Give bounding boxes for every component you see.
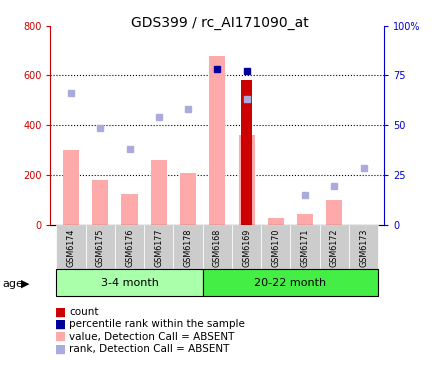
- Bar: [202, 225, 231, 269]
- Text: 3-4 month: 3-4 month: [100, 278, 158, 288]
- Bar: [231, 225, 261, 269]
- Bar: [261, 225, 290, 269]
- Text: ■: ■: [55, 305, 66, 318]
- Bar: [290, 225, 319, 269]
- Text: percentile rank within the sample: percentile rank within the sample: [69, 319, 244, 329]
- Bar: [297, 214, 312, 225]
- Bar: [241, 81, 251, 225]
- Bar: [56, 225, 85, 269]
- Text: rank, Detection Call = ABSENT: rank, Detection Call = ABSENT: [69, 344, 229, 354]
- Bar: [325, 200, 342, 225]
- Text: 20-22 month: 20-22 month: [254, 278, 326, 288]
- Text: GSM6171: GSM6171: [300, 229, 309, 267]
- Text: GDS399 / rc_AI171090_at: GDS399 / rc_AI171090_at: [131, 16, 307, 30]
- Bar: [202, 269, 378, 296]
- Text: GSM6178: GSM6178: [183, 229, 192, 267]
- Bar: [92, 180, 108, 225]
- Text: GSM6170: GSM6170: [271, 229, 280, 267]
- Text: GSM6172: GSM6172: [329, 229, 338, 267]
- Text: ■: ■: [55, 330, 66, 343]
- Text: ▶: ▶: [21, 279, 29, 289]
- Text: GSM6174: GSM6174: [66, 229, 75, 267]
- Bar: [209, 56, 225, 225]
- Text: GSM6173: GSM6173: [358, 229, 367, 267]
- Text: GSM6176: GSM6176: [125, 229, 134, 267]
- Text: ■: ■: [55, 318, 66, 331]
- Text: value, Detection Call = ABSENT: value, Detection Call = ABSENT: [69, 332, 234, 342]
- Text: GSM6168: GSM6168: [212, 229, 221, 267]
- Bar: [56, 269, 202, 296]
- Text: GSM6169: GSM6169: [241, 229, 251, 267]
- Text: ■: ■: [55, 343, 66, 356]
- Bar: [121, 194, 137, 225]
- Bar: [173, 225, 202, 269]
- Bar: [115, 225, 144, 269]
- Bar: [180, 173, 196, 225]
- Text: age: age: [2, 279, 23, 289]
- Bar: [319, 225, 348, 269]
- Bar: [85, 225, 115, 269]
- Bar: [267, 218, 283, 225]
- Bar: [238, 135, 254, 225]
- Text: GSM6177: GSM6177: [154, 229, 163, 267]
- Bar: [144, 225, 173, 269]
- Text: GSM6175: GSM6175: [95, 229, 105, 267]
- Bar: [150, 160, 166, 225]
- Text: count: count: [69, 307, 98, 317]
- Bar: [209, 56, 225, 225]
- Bar: [63, 150, 79, 225]
- Bar: [348, 225, 378, 269]
